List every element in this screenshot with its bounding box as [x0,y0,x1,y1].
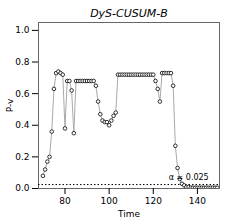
svg-text:0.6: 0.6 [15,89,30,99]
svg-text:α = 0.025: α = 0.025 [169,173,209,182]
svg-text:1.0: 1.0 [15,25,30,35]
svg-text:80: 80 [59,196,71,206]
svg-text:0.4: 0.4 [15,120,30,130]
svg-text:P-v: P-v [5,98,15,112]
svg-text:0.8: 0.8 [15,57,30,67]
svg-text:100: 100 [101,196,118,206]
svg-text:DyS-CUSUM-B: DyS-CUSUM-B [90,7,168,20]
svg-text:0.2: 0.2 [15,152,29,162]
svg-text:Time: Time [117,209,140,219]
svg-text:120: 120 [145,196,162,206]
svg-text:0.0: 0.0 [15,183,30,193]
svg-text:140: 140 [189,196,206,206]
